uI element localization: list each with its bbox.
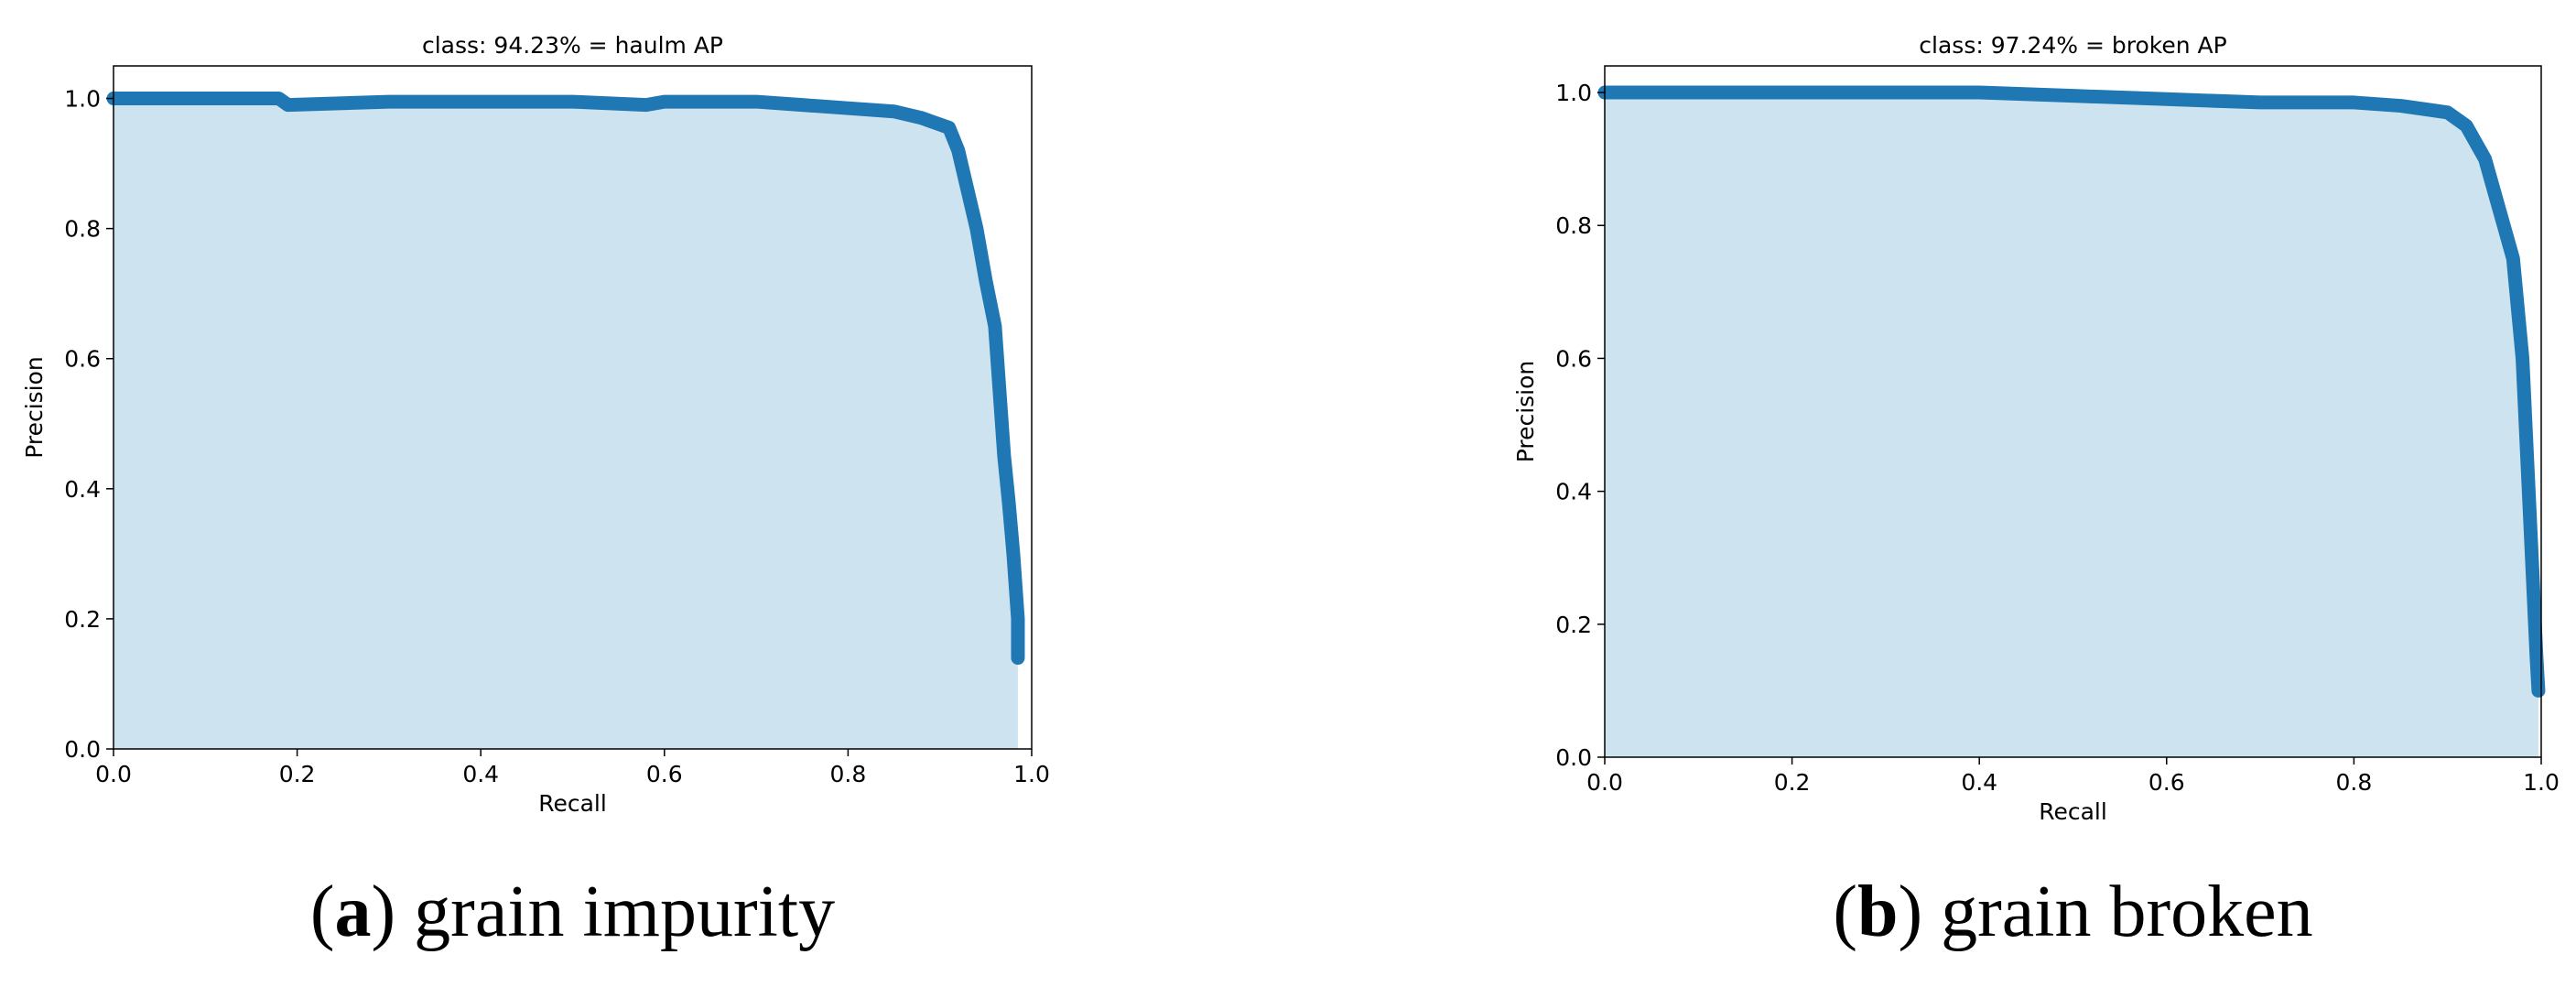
caption-part: ( (310, 872, 335, 952)
pr-curve (1597, 85, 2546, 698)
area (114, 98, 1018, 750)
x-tick-label: 1.0 (1013, 761, 1050, 787)
x-tick-label: 0.6 (646, 761, 683, 787)
x-tick-label: 0.8 (830, 761, 867, 787)
caption-part: ) grain broken (1898, 872, 2312, 952)
caption-part: a (335, 872, 372, 952)
y-tick-label: 1.0 (64, 86, 101, 113)
x-tick-label: 0.4 (1961, 769, 1997, 796)
y-tick-label: 0.4 (64, 476, 101, 503)
y-tick-label: 0.6 (64, 346, 101, 373)
x-tick-label: 0.2 (279, 761, 316, 787)
pr-curve (106, 92, 1025, 666)
area (1605, 92, 2538, 758)
y-tick-label: 0.6 (1555, 345, 1592, 372)
chart-title: class: 97.24% = broken AP (1919, 32, 2226, 59)
y-axis-label: Precision (1512, 361, 1539, 463)
caption: (b) grain broken (1833, 872, 2312, 952)
y-tick-label: 0.2 (1555, 612, 1592, 638)
y-tick-label: 0.0 (64, 736, 101, 763)
axes-frame (113, 65, 1033, 750)
y-tick-label: 0.2 (64, 606, 101, 633)
x-tick-label: 0.4 (462, 761, 499, 787)
y-axis-label: Precision (21, 356, 48, 459)
x-axis-label: Recall (538, 790, 607, 817)
caption-part: b (1857, 872, 1899, 952)
x-tick-label: 0.0 (1586, 769, 1623, 796)
y-tick-label: 1.0 (1555, 80, 1592, 106)
caption: (a) grain impurity (310, 872, 835, 952)
x-tick-label: 0.6 (2148, 769, 2185, 796)
caption-part: ( (1833, 872, 1857, 952)
x-tick-label: 0.8 (2336, 769, 2373, 796)
caption-part: ) grain impurity (372, 872, 836, 952)
chart-title: class: 94.23% = haulm AP (422, 32, 723, 59)
x-axis-label: Recall (2039, 798, 2107, 825)
y-tick-label: 0.4 (1555, 479, 1592, 505)
x-tick-label: 0.0 (95, 761, 132, 787)
y-tick-label: 0.0 (1555, 744, 1592, 771)
y-tick-label: 0.8 (1555, 212, 1592, 239)
axes-frame (1604, 65, 2542, 758)
y-tick-label: 0.8 (64, 216, 101, 243)
x-tick-label: 1.0 (2523, 769, 2560, 796)
x-tick-label: 0.2 (1774, 769, 1811, 796)
